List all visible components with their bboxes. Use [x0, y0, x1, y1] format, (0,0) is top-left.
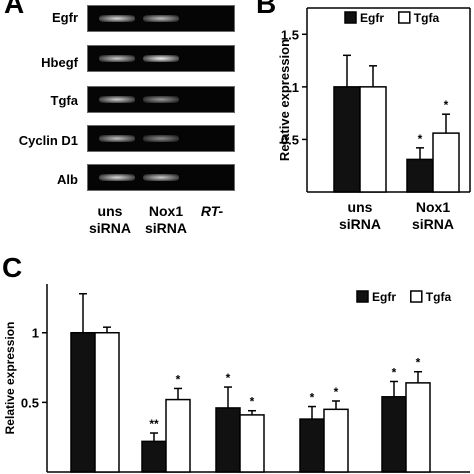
legend-label-tgfa: Tgfa: [426, 290, 452, 304]
significance-mark: *: [418, 132, 423, 146]
legend-swatch-tgfa: [398, 11, 411, 24]
gel-band: [143, 96, 179, 103]
gel-band: [99, 55, 135, 62]
significance-mark: *: [334, 385, 339, 399]
gel-band: [143, 174, 179, 181]
bar-egfr: [381, 396, 407, 473]
gel-strip-cyclin-d1: [87, 125, 235, 152]
gel-row-label-cyclin-d1: Cyclin D1: [18, 133, 78, 148]
panel-letter-a: A: [4, 0, 25, 19]
gel-band: [99, 96, 135, 103]
bar-egfr: [333, 86, 361, 193]
significance-mark: **: [149, 417, 159, 431]
bar-tgfa: [405, 382, 431, 473]
significance-mark: *: [310, 391, 315, 405]
y-tick-label: 0.5: [281, 132, 299, 147]
lane-label-line2: siRNA: [88, 220, 131, 236]
lane-label-line1: uns: [97, 203, 123, 219]
x-tick-label: siRNA: [412, 216, 454, 232]
bar-tgfa: [432, 132, 460, 193]
gel-row-label-alb: Alb: [57, 172, 78, 187]
y-tick-label: 1: [32, 326, 39, 341]
lane-label-line2: siRNA: [144, 220, 187, 236]
significance-mark: *: [444, 98, 449, 112]
gel-panel: Egfr Hbegf Tgfa Cyclin D1 Alb uns siRNA …: [0, 0, 240, 262]
legend-swatch-egfr: [356, 290, 369, 303]
gel-band: [99, 174, 135, 181]
y-tick-label: 1: [292, 80, 299, 95]
legend-label-tgfa: Tgfa: [414, 11, 440, 25]
gel-row-label-hbegf: Hbegf: [41, 55, 78, 70]
gel-band: [143, 135, 179, 142]
panel-letter-b: B: [256, 0, 277, 19]
y-axis-label: Relative expression: [3, 322, 17, 435]
x-tick-label: uns: [348, 199, 373, 215]
legend-swatch-egfr: [344, 11, 357, 24]
legend-swatch-tgfa: [410, 290, 423, 303]
gel-strip-alb: [87, 164, 235, 191]
gel-strip-egfr: [87, 5, 235, 32]
y-tick-label: 0.5: [21, 395, 39, 410]
lane-label-line1: Nox1: [148, 203, 184, 219]
gel-band: [143, 55, 179, 62]
bar-tgfa: [359, 86, 387, 193]
x-tick-label: siRNA: [339, 216, 381, 232]
x-tick-label: Nox1: [416, 199, 450, 215]
legend-label-egfr: Egfr: [372, 290, 396, 304]
significance-mark: *: [392, 365, 397, 379]
significance-mark: *: [250, 395, 255, 409]
lane-label-nox1: Nox1 siRNA: [136, 203, 196, 237]
panel-letter-c: C: [2, 252, 23, 283]
lane-label-uns: uns siRNA: [80, 203, 140, 237]
gel-strip-hbegf: [87, 45, 235, 72]
significance-mark: *: [226, 371, 231, 385]
lane-label-rt-minus: RT-: [192, 203, 232, 220]
bar-egfr: [299, 418, 325, 473]
significance-mark: *: [416, 356, 421, 370]
bar-egfr: [141, 440, 167, 473]
bar-tgfa: [94, 331, 120, 473]
gel-row-label-tgfa: Tgfa: [50, 93, 78, 108]
bar-egfr: [215, 407, 241, 473]
bar-tgfa: [239, 414, 265, 473]
gel-strip-tgfa: [87, 86, 235, 113]
gel-band: [99, 15, 135, 22]
gel-band: [99, 135, 135, 142]
legend-label-egfr: Egfr: [360, 11, 384, 25]
bar-tgfa: [165, 398, 191, 473]
gel-band: [143, 15, 179, 22]
bar-egfr: [70, 331, 96, 473]
bar-egfr: [406, 158, 434, 193]
y-axis-label: Relative expression: [277, 39, 292, 161]
gel-row-label-egfr: Egfr: [52, 10, 78, 25]
lane-label-line1: RT-: [200, 203, 224, 219]
bar-tgfa: [323, 408, 349, 473]
significance-mark: *: [176, 372, 181, 386]
y-tick-label: 1.5: [281, 27, 299, 42]
